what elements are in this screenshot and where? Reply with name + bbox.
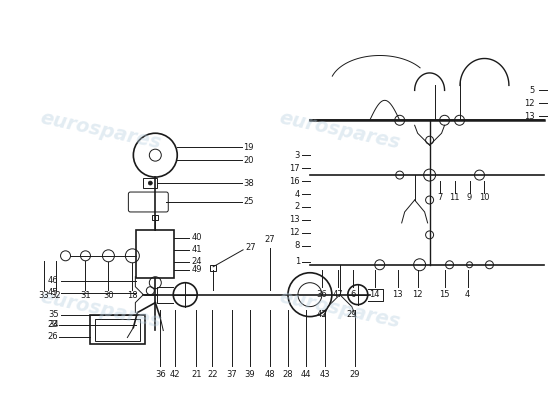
Text: 2: 2 — [295, 202, 300, 212]
Text: eurospares: eurospares — [278, 108, 402, 152]
Text: 29: 29 — [350, 370, 360, 379]
Text: 40: 40 — [191, 233, 202, 242]
Text: 6: 6 — [350, 290, 355, 299]
Text: 48: 48 — [265, 370, 276, 379]
Text: 46: 46 — [48, 276, 58, 285]
Text: 27: 27 — [265, 235, 276, 244]
Text: 10: 10 — [479, 192, 490, 202]
Text: 31: 31 — [80, 291, 91, 300]
Text: 37: 37 — [227, 370, 238, 379]
Text: 38: 38 — [243, 178, 254, 188]
Text: 16: 16 — [289, 176, 300, 186]
Text: 27: 27 — [245, 243, 256, 252]
Text: 29: 29 — [346, 310, 357, 319]
Text: 15: 15 — [439, 290, 450, 299]
Text: 32: 32 — [50, 291, 61, 300]
Text: 36: 36 — [155, 370, 166, 379]
Text: 41: 41 — [191, 245, 202, 254]
Text: 36: 36 — [316, 290, 327, 299]
Text: 13: 13 — [392, 290, 403, 299]
Text: 26: 26 — [47, 332, 58, 341]
Text: 49: 49 — [191, 265, 202, 274]
Text: 33: 33 — [38, 291, 49, 300]
Text: 4: 4 — [295, 190, 300, 198]
Bar — [152, 215, 158, 220]
Text: 8: 8 — [295, 241, 300, 250]
Text: 43: 43 — [320, 370, 330, 379]
Text: 12: 12 — [289, 228, 300, 237]
Text: 22: 22 — [207, 370, 217, 379]
Text: 28: 28 — [283, 370, 293, 379]
Text: 14: 14 — [370, 290, 380, 299]
Text: 7: 7 — [437, 192, 442, 202]
Bar — [136, 230, 174, 278]
Text: 9: 9 — [467, 192, 472, 202]
Text: 47: 47 — [333, 290, 343, 299]
Text: 5: 5 — [529, 86, 535, 95]
Text: 24: 24 — [191, 257, 202, 266]
Text: 19: 19 — [243, 143, 254, 152]
Text: 30: 30 — [103, 291, 114, 300]
Bar — [210, 265, 216, 271]
Bar — [144, 178, 157, 188]
Circle shape — [148, 181, 152, 185]
Text: 45: 45 — [48, 288, 58, 297]
Text: 12: 12 — [524, 99, 535, 108]
Text: 34: 34 — [48, 320, 58, 329]
Text: 17: 17 — [289, 164, 300, 173]
Text: 23: 23 — [47, 320, 58, 329]
Text: 13: 13 — [524, 112, 535, 121]
Bar — [96, 318, 140, 340]
Text: 18: 18 — [127, 291, 138, 300]
Text: eurospares: eurospares — [38, 108, 163, 152]
Text: 25: 25 — [243, 198, 254, 206]
Text: 3: 3 — [295, 151, 300, 160]
Text: 11: 11 — [449, 192, 460, 202]
Text: 20: 20 — [243, 156, 254, 165]
Text: 42: 42 — [170, 370, 180, 379]
Text: 13: 13 — [289, 216, 300, 224]
Text: 35: 35 — [48, 310, 58, 319]
Text: 1: 1 — [295, 257, 300, 266]
Text: 39: 39 — [245, 370, 255, 379]
Text: 4: 4 — [465, 290, 470, 299]
Text: 21: 21 — [191, 370, 201, 379]
Bar — [90, 315, 145, 344]
Text: 44: 44 — [301, 370, 311, 379]
Text: eurospares: eurospares — [38, 288, 163, 332]
Text: 42: 42 — [317, 310, 327, 319]
Text: eurospares: eurospares — [278, 288, 402, 332]
Text: 12: 12 — [412, 290, 423, 299]
